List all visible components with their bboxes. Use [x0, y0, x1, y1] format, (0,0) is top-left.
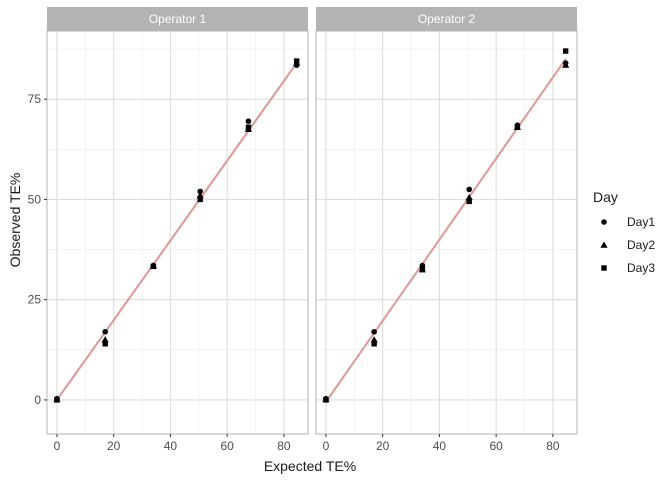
legend-key-day3	[601, 265, 607, 271]
facet-panel-1: Operator 1 0 20 40 60 80 0 25 50 75	[28, 7, 309, 453]
facet-strip	[47, 7, 308, 31]
y-axis-title: Observed TE%	[7, 173, 23, 268]
data-point-day2	[370, 336, 378, 343]
data-point-day1	[245, 118, 252, 125]
y-tick-label: 75	[28, 92, 42, 106]
data-point-day1	[371, 328, 377, 335]
y-tick-label: 50	[28, 192, 42, 206]
facet-panel-2: Operator 2 0 20 40 60 80	[315, 7, 578, 453]
data-point-day3	[514, 124, 521, 130]
legend-label-day1: Day1	[627, 215, 655, 229]
x-tick-label: 40	[433, 439, 447, 453]
facet-panels: Operator 1 0 20 40 60 80 0 25 50 75 Operator 2 0 20 4…	[28, 7, 578, 453]
data-point-day3	[245, 124, 252, 130]
data-point-day2	[465, 193, 473, 201]
data-point-day3	[150, 263, 157, 270]
x-tick-label: 60	[489, 439, 503, 453]
x-axis-title: Expected TE%	[264, 458, 356, 474]
data-point-day3	[371, 341, 377, 347]
data-point-day2	[196, 191, 204, 199]
facet-strip	[316, 7, 577, 31]
x-tick-label: 0	[323, 439, 330, 453]
x-tick-label: 80	[277, 439, 291, 453]
x-tick-label: 20	[376, 439, 390, 453]
legend-key-day1	[601, 219, 607, 225]
legend-label-day3: Day3	[627, 261, 655, 275]
panel-background	[316, 31, 577, 434]
data-point-day1	[466, 186, 472, 193]
data-point-day1	[102, 328, 108, 335]
data-point-day3	[562, 48, 569, 54]
data-point-day3	[102, 341, 108, 347]
y-tick-label: 0	[34, 393, 41, 407]
data-point-day3	[293, 58, 300, 64]
x-tick-label: 20	[107, 439, 121, 453]
facet-strip-label: Operator 1	[149, 12, 207, 26]
legend-label-day2: Day2	[627, 238, 655, 252]
fit-line	[56, 62, 298, 401]
data-point-day3	[419, 266, 426, 273]
legend-title: Day	[593, 189, 618, 205]
data-point-day2	[101, 336, 109, 343]
x-tick-label: 40	[164, 439, 178, 453]
data-point-day3	[323, 397, 329, 403]
fit-line	[325, 58, 567, 403]
data-point-day3	[197, 196, 203, 203]
y-tick-label: 25	[28, 293, 42, 307]
legend: Day Day1 Day2 Day3	[593, 189, 655, 275]
data-point-day3	[54, 397, 60, 403]
x-tick-label: 80	[546, 439, 560, 453]
data-point-day3	[466, 198, 472, 205]
data-point-day2	[562, 61, 570, 68]
x-tick-label: 0	[54, 439, 61, 453]
facet-strip-label: Operator 2	[418, 12, 476, 26]
x-tick-label: 60	[220, 439, 234, 453]
legend-key-day2	[600, 241, 608, 248]
data-point-day1	[197, 188, 203, 195]
